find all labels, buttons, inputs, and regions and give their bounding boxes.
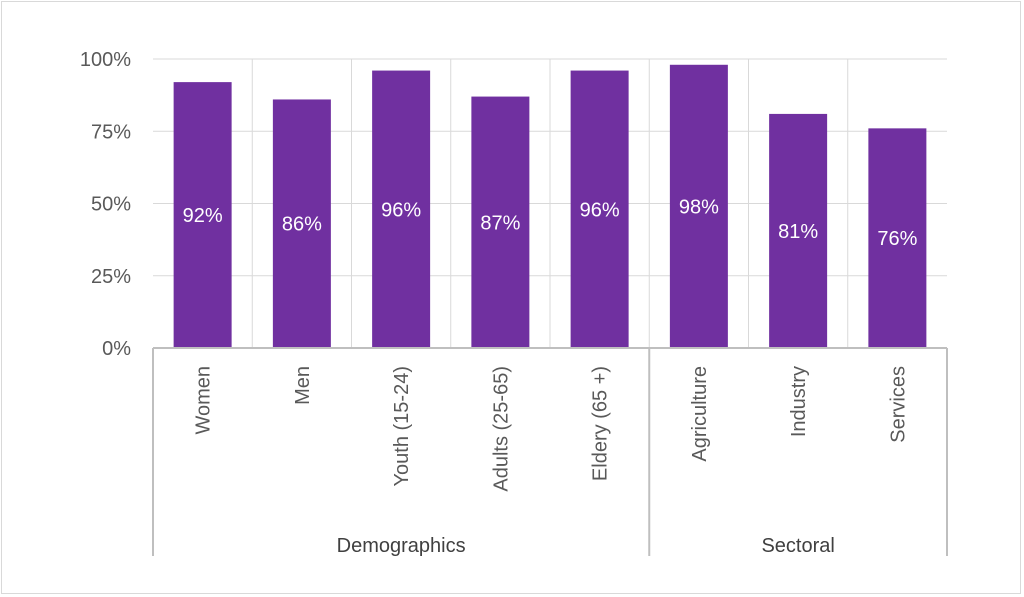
data-label: 86%	[282, 214, 322, 236]
bar	[471, 96, 530, 348]
x-category-label: Men	[292, 366, 314, 405]
group-label: Demographics	[337, 535, 466, 557]
bar	[272, 99, 331, 349]
bar	[669, 64, 728, 348]
y-tick-label: 75%	[91, 121, 131, 143]
x-category-label: Industry	[788, 366, 810, 437]
bar	[769, 113, 828, 348]
data-label: 92%	[183, 205, 223, 227]
data-label: 81%	[778, 221, 818, 243]
y-tick-label: 100%	[80, 49, 131, 71]
x-category-label: Youth (15-24)	[391, 366, 413, 486]
group-label: Sectoral	[761, 535, 834, 557]
bar	[570, 70, 629, 348]
x-category-label: Agriculture	[689, 366, 711, 462]
data-label: 96%	[381, 199, 421, 221]
x-category-label: Services	[887, 366, 909, 443]
bar	[372, 70, 431, 348]
x-category-label: Women	[193, 366, 215, 435]
data-label: 98%	[679, 196, 719, 218]
data-label: 96%	[580, 199, 620, 221]
y-tick-label: 25%	[91, 266, 131, 288]
x-category-label: Adults (25-65)	[490, 366, 512, 492]
y-tick-label: 50%	[91, 194, 131, 216]
data-label: 87%	[480, 212, 520, 234]
y-tick-label: 0%	[102, 338, 131, 360]
bar	[173, 82, 232, 349]
x-category-label: Eldery (65 +)	[590, 366, 612, 481]
data-label: 76%	[877, 228, 917, 250]
bar	[868, 128, 927, 348]
